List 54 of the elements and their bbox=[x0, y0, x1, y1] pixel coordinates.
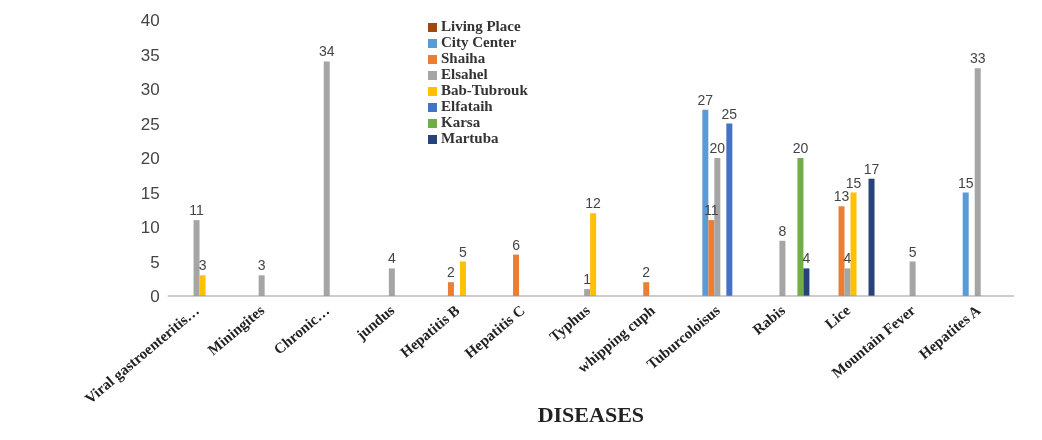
y-tick-label: 30 bbox=[140, 80, 160, 100]
legend-label: Bab-Tubrouk bbox=[441, 82, 528, 98]
bar bbox=[803, 268, 810, 296]
bar bbox=[868, 178, 875, 296]
y-tick-label: 15 bbox=[140, 183, 160, 203]
data-label: 27 bbox=[697, 91, 714, 108]
bar bbox=[850, 192, 857, 296]
data-label: 20 bbox=[792, 140, 809, 156]
data-label: 33 bbox=[969, 50, 986, 67]
data-label: 34 bbox=[318, 43, 335, 60]
x-axis-title: DISEASES bbox=[537, 402, 645, 427]
data-label: 25 bbox=[721, 105, 738, 122]
y-tick-label: 5 bbox=[150, 252, 160, 272]
legend-label: Martuba bbox=[441, 130, 499, 146]
x-tick-label: Lice bbox=[821, 301, 854, 332]
y-tick-label: 35 bbox=[140, 45, 160, 65]
bar bbox=[513, 254, 520, 296]
legend-label: Shaiha bbox=[441, 50, 486, 66]
data-label: 15 bbox=[845, 174, 862, 191]
data-label: 5 bbox=[908, 243, 917, 260]
data-label: 17 bbox=[863, 160, 880, 177]
data-label: 5 bbox=[459, 243, 468, 260]
data-label: 3 bbox=[198, 257, 207, 274]
bar bbox=[726, 123, 733, 296]
bar bbox=[643, 282, 650, 296]
bar bbox=[199, 275, 206, 296]
y-tick-label: 25 bbox=[140, 114, 160, 134]
data-label: 2 bbox=[642, 264, 651, 281]
y-tick-label: 10 bbox=[140, 218, 160, 238]
legend-label: Elfataih bbox=[441, 98, 493, 114]
data-label: 12 bbox=[585, 195, 602, 212]
legend-label: Karsa bbox=[441, 114, 481, 130]
data-label: 13 bbox=[833, 188, 850, 205]
y-tick-label: 0 bbox=[150, 287, 160, 307]
bar bbox=[797, 158, 804, 296]
bar bbox=[447, 282, 454, 296]
y-tick-label: 20 bbox=[140, 149, 160, 169]
bar bbox=[962, 192, 969, 296]
data-label: 4 bbox=[387, 250, 396, 267]
bar bbox=[708, 220, 715, 296]
data-label: 15 bbox=[957, 174, 974, 191]
data-label: 11 bbox=[189, 202, 205, 219]
data-label: 3 bbox=[257, 257, 266, 274]
legend-label: Living Place bbox=[441, 18, 521, 34]
y-tick-label: 40 bbox=[140, 11, 160, 31]
data-label: 6 bbox=[512, 236, 521, 253]
legend-label: Elsahel bbox=[441, 66, 488, 82]
data-label: 2 bbox=[447, 264, 456, 281]
data-label: 20 bbox=[709, 140, 726, 156]
bar bbox=[590, 213, 597, 296]
legend-label: City Center bbox=[441, 34, 517, 50]
data-label: 8 bbox=[778, 222, 787, 239]
bar bbox=[459, 261, 466, 296]
bar bbox=[838, 206, 845, 296]
